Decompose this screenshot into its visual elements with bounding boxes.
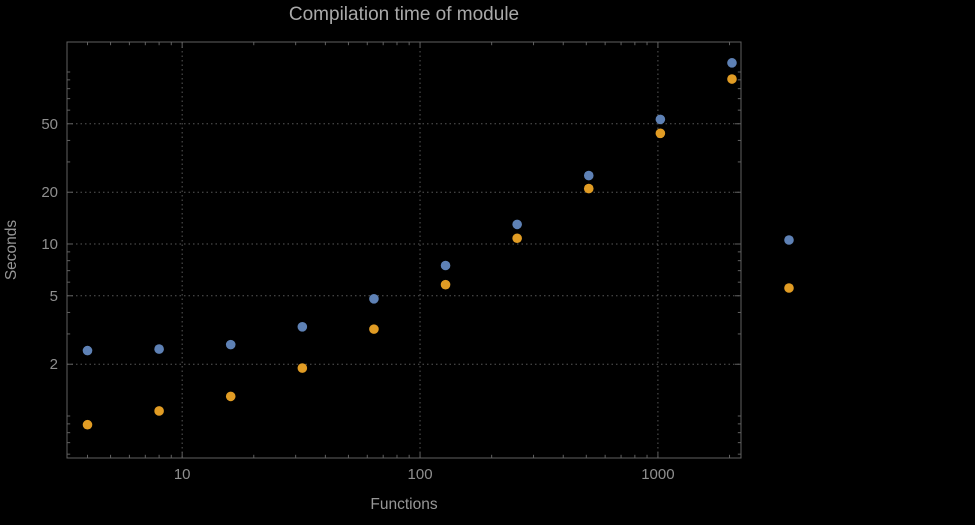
data-point-series-orange [727,74,737,84]
data-point-series-blue [225,339,236,350]
data-point-series-orange [225,391,236,402]
chart-title: Compilation time of module [288,4,520,25]
data-point-series-blue [297,322,308,332]
data-point-series-orange [82,419,93,430]
data-point-series-blue [154,344,164,354]
data-point-series-blue [440,260,451,271]
legend-marker [784,235,794,245]
data-point-series-orange [655,128,666,139]
plot-frame [66,41,742,459]
y-tick-label: 5 [50,288,58,305]
data-point-series-orange [154,406,164,416]
y-tick-label: 2 [50,356,58,373]
data-point-series-blue [727,58,737,68]
data-point-series-blue [512,219,522,230]
data-point-series-orange [369,324,379,334]
data-point-series-orange [297,363,308,373]
y-tick-label: 20 [41,184,58,201]
data-point-series-orange [512,233,522,244]
x-axis-label: Functions [370,496,438,513]
data-point-series-orange [440,279,451,290]
x-tick-label: 100 [408,466,433,483]
data-point-series-orange [583,183,594,194]
data-point-series-blue [82,345,93,356]
data-point-series-blue [583,170,594,181]
x-tick-label: 10 [174,466,191,483]
data-point-series-blue [369,294,379,304]
x-tick-label: 1000 [641,466,674,483]
legend-marker [784,283,794,293]
data-point-series-blue [655,114,666,125]
y-tick-label: 10 [41,236,58,253]
y-tick-label: 50 [41,116,58,133]
